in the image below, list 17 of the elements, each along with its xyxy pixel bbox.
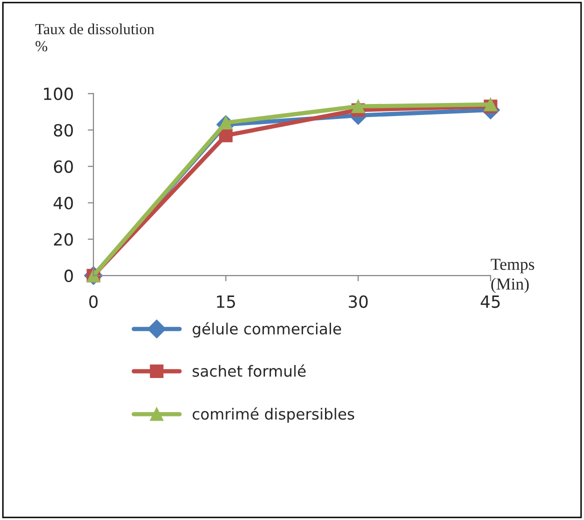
x-axis-title: Temps (Min) [490, 258, 534, 294]
y-tick-label: 20 [54, 233, 73, 246]
point [351, 100, 365, 114]
point [219, 116, 233, 130]
x-tick-label: 45 [480, 296, 500, 308]
y-axis-title: Taux de dissolution % [35, 24, 154, 52]
y-tick-label: 40 [54, 196, 73, 210]
y-tick-label: 100 [44, 88, 73, 100]
x-tick-label: 15 [217, 296, 235, 308]
y-tick-label: 80 [54, 124, 73, 137]
legend-label: comrimé dispersibles [192, 407, 354, 423]
y-tick-label: 60 [54, 160, 73, 173]
x-tick-label: 30 [348, 295, 368, 308]
legend-label: sachet formulé [192, 364, 306, 377]
y-tick-label: 0 [64, 270, 73, 282]
x-tick-label: 0 [89, 295, 98, 308]
legend-label: gélule commerciale [192, 322, 342, 338]
